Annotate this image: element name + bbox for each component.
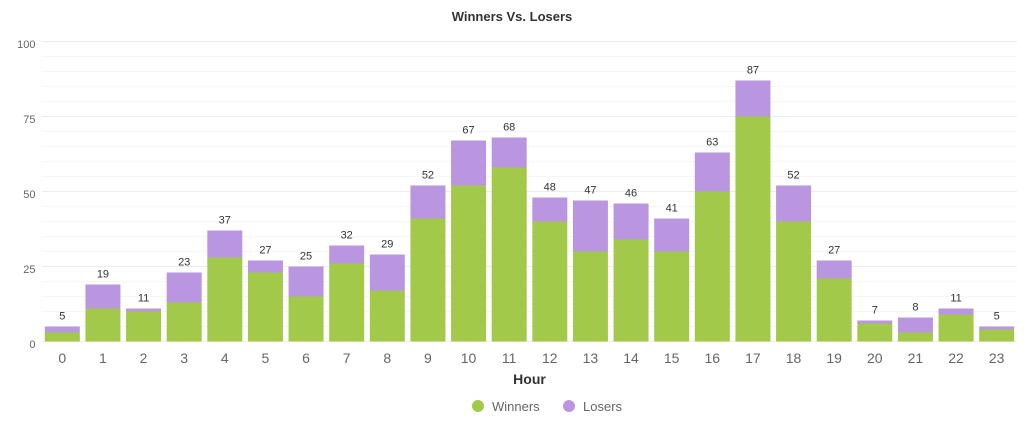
svg-text:23: 23 — [178, 257, 190, 269]
svg-text:46: 46 — [625, 188, 637, 200]
svg-text:6: 6 — [302, 350, 310, 366]
svg-text:87: 87 — [747, 65, 759, 77]
svg-text:7: 7 — [872, 305, 878, 317]
svg-text:3: 3 — [180, 350, 188, 366]
svg-text:5: 5 — [994, 311, 1000, 323]
svg-text:1: 1 — [99, 350, 107, 366]
svg-text:5: 5 — [262, 350, 270, 366]
svg-text:15: 15 — [664, 350, 680, 366]
svg-text:5: 5 — [59, 311, 65, 323]
svg-text:50: 50 — [23, 189, 35, 201]
svg-text:11: 11 — [950, 293, 961, 305]
svg-text:21: 21 — [908, 350, 924, 366]
svg-text:20: 20 — [867, 350, 883, 366]
svg-text:29: 29 — [381, 239, 393, 251]
svg-text:27: 27 — [828, 245, 840, 257]
svg-text:52: 52 — [422, 170, 434, 182]
svg-text:8: 8 — [383, 350, 391, 366]
svg-text:63: 63 — [706, 137, 718, 149]
svg-text:11: 11 — [502, 350, 517, 366]
svg-text:8: 8 — [912, 302, 918, 314]
svg-text:7: 7 — [343, 350, 351, 366]
svg-text:19: 19 — [826, 350, 842, 366]
svg-text:4: 4 — [221, 350, 229, 366]
svg-text:2: 2 — [140, 350, 148, 366]
svg-text:67: 67 — [462, 125, 474, 137]
svg-text:48: 48 — [544, 182, 556, 194]
svg-text:9: 9 — [424, 350, 432, 366]
svg-text:11: 11 — [138, 293, 149, 305]
svg-text:18: 18 — [786, 350, 802, 366]
svg-text:14: 14 — [623, 350, 639, 366]
svg-text:32: 32 — [341, 230, 353, 242]
svg-text:0: 0 — [58, 350, 66, 366]
svg-text:19: 19 — [97, 269, 109, 281]
svg-text:12: 12 — [542, 350, 558, 366]
svg-text:0: 0 — [29, 339, 35, 351]
svg-text:52: 52 — [787, 170, 799, 182]
svg-text:68: 68 — [503, 122, 515, 134]
svg-text:17: 17 — [745, 350, 761, 366]
svg-text:10: 10 — [461, 350, 477, 366]
svg-text:100: 100 — [17, 39, 35, 51]
svg-text:Hour: Hour — [513, 371, 546, 387]
svg-text:Winners: Winners — [492, 399, 540, 414]
svg-text:27: 27 — [259, 245, 271, 257]
svg-text:47: 47 — [584, 185, 596, 197]
svg-text:75: 75 — [23, 114, 35, 126]
svg-text:16: 16 — [705, 350, 721, 366]
svg-text:41: 41 — [666, 203, 678, 215]
svg-text:23: 23 — [989, 350, 1005, 366]
svg-text:22: 22 — [948, 350, 964, 366]
svg-text:25: 25 — [23, 264, 35, 276]
svg-text:37: 37 — [219, 215, 231, 227]
svg-text:Winners Vs. Losers: Winners Vs. Losers — [452, 9, 573, 24]
svg-text:25: 25 — [300, 251, 312, 263]
svg-text:Losers: Losers — [583, 399, 623, 414]
svg-text:13: 13 — [583, 350, 599, 366]
